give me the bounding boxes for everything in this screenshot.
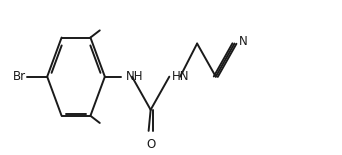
Text: NH: NH: [126, 70, 144, 83]
Text: N: N: [238, 35, 247, 48]
Text: HN: HN: [172, 70, 189, 83]
Text: Br: Br: [13, 70, 26, 83]
Text: O: O: [146, 138, 156, 151]
